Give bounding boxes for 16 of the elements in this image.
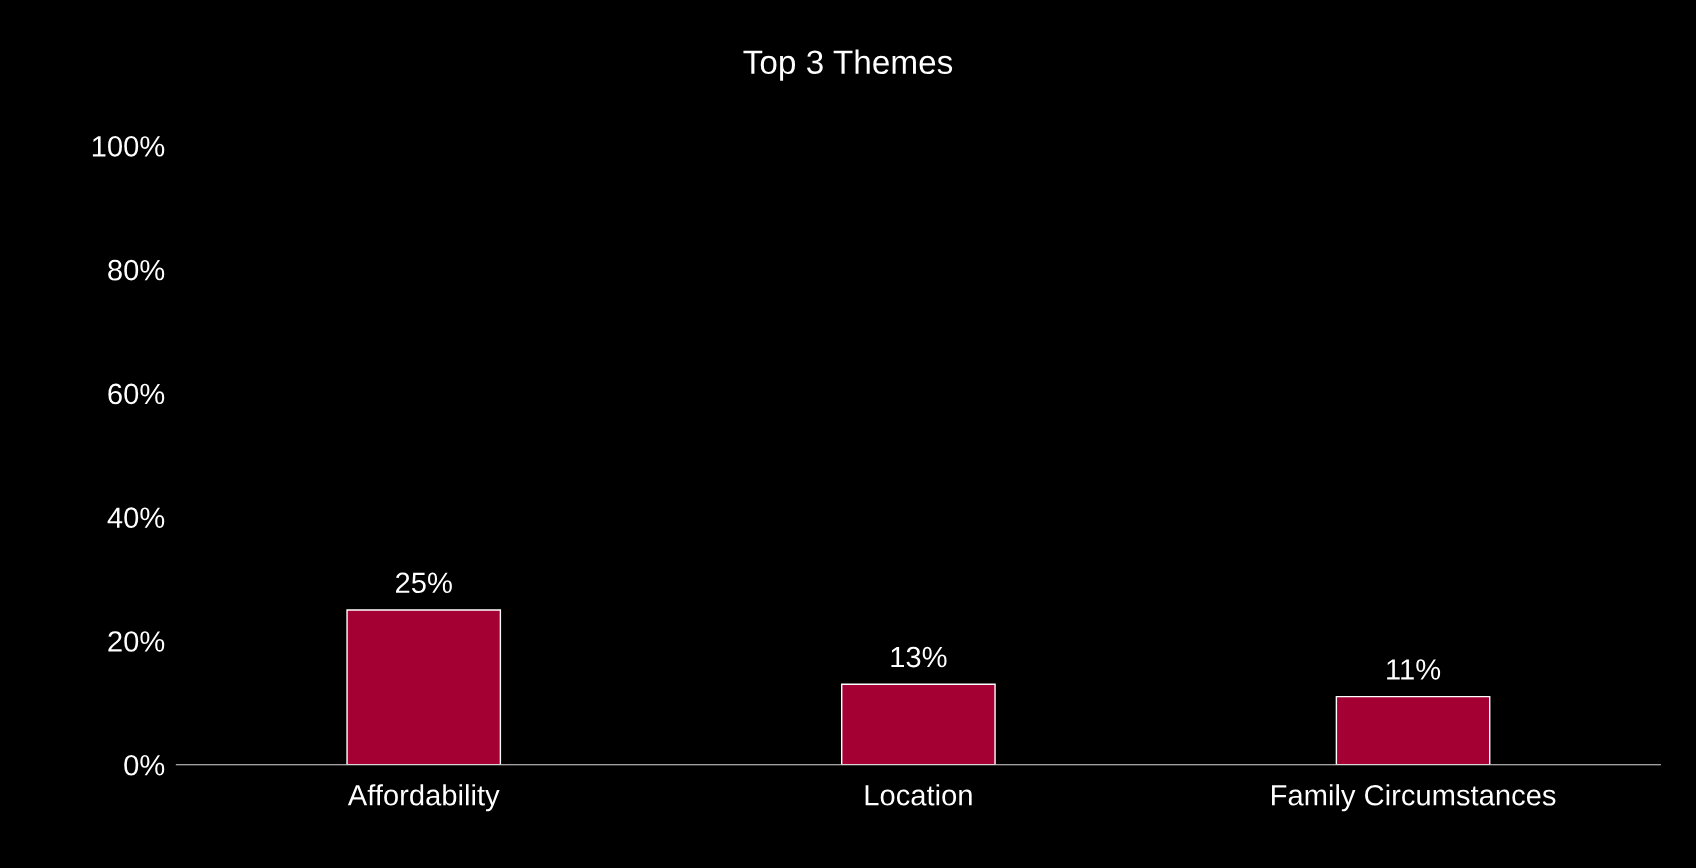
data-label: 25% — [396, 572, 452, 594]
data-label: 13% — [891, 646, 947, 668]
y-tick-label: 20% — [108, 631, 165, 652]
y-tick-label: 60% — [108, 383, 165, 405]
bar — [1335, 695, 1491, 765]
chart-title: Top 3 Themes — [743, 49, 953, 81]
y-tick-label: 100% — [92, 136, 165, 157]
x-tick-label: Location — [865, 784, 972, 806]
y-tick-label: 0% — [124, 754, 165, 776]
bar — [841, 683, 996, 765]
y-tick-label: 80% — [108, 259, 165, 281]
data-label: 11% — [1387, 659, 1441, 680]
x-tick-label: Family Circumstances — [1272, 784, 1556, 812]
bar — [346, 609, 502, 765]
x-tick-label: Affordability — [347, 784, 500, 812]
y-tick-label: 40% — [107, 507, 165, 529]
